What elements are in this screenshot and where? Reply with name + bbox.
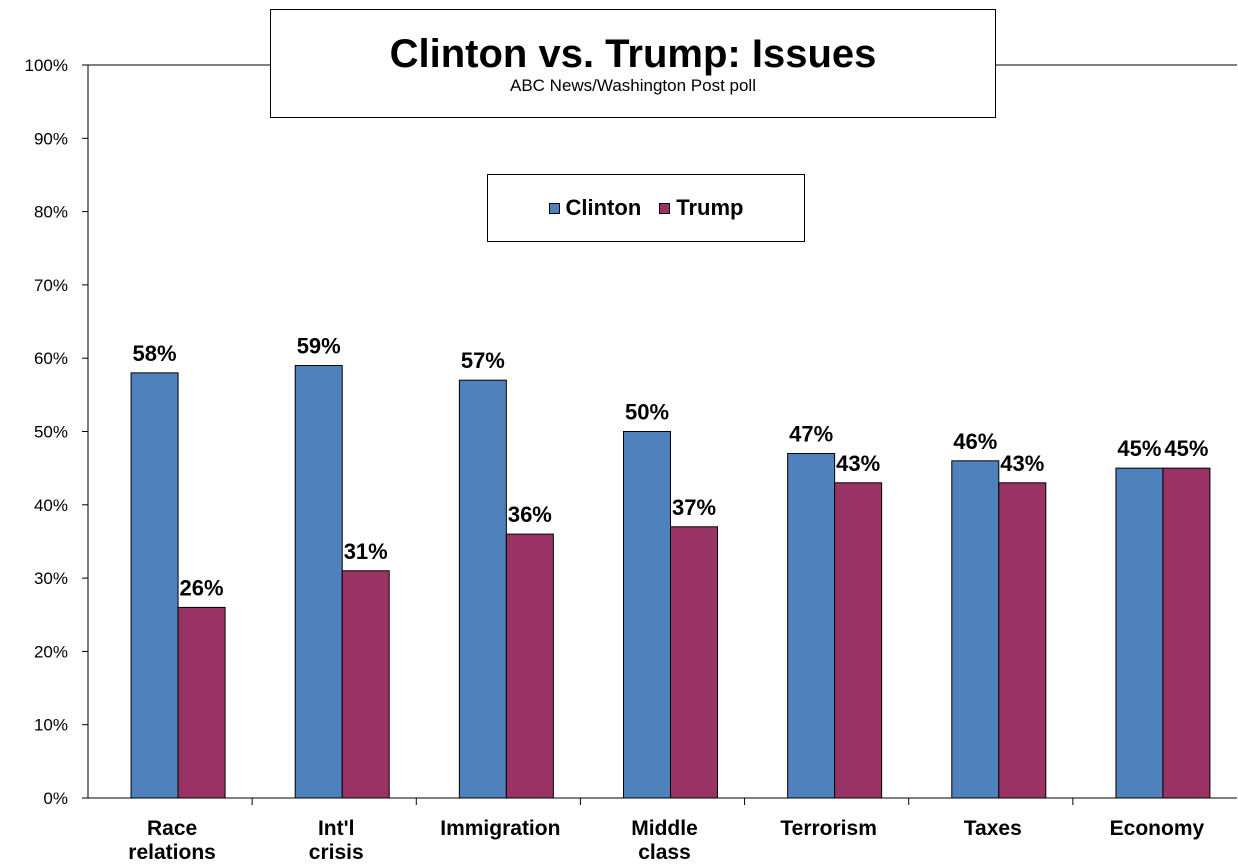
- y-tick-label: 70%: [34, 276, 68, 295]
- category-label: Immigration: [440, 817, 560, 840]
- data-label-trump: 31%: [344, 539, 388, 564]
- bar-trump: [998, 482, 1047, 799]
- y-tick-label: 60%: [34, 349, 68, 368]
- bar-clinton: [787, 452, 836, 799]
- bar-clinton: [458, 379, 507, 799]
- data-label-clinton: 59%: [297, 334, 341, 359]
- y-tick-label: 40%: [34, 496, 68, 515]
- bar-trump: [505, 533, 554, 799]
- chart-title: Clinton vs. Trump: Issues: [389, 32, 877, 76]
- bar-trump: [834, 482, 883, 799]
- y-tick-label: 100%: [25, 56, 68, 75]
- chart-title-box: Clinton vs. Trump: Issues ABC News/Washi…: [270, 9, 996, 118]
- data-label-trump: 45%: [1164, 436, 1208, 461]
- legend-label-clinton: Clinton: [565, 195, 642, 220]
- data-label-trump: 36%: [508, 502, 552, 527]
- y-tick-label: 80%: [34, 203, 68, 222]
- data-label-clinton: 47%: [789, 421, 833, 446]
- legend-swatch-trump: [659, 202, 671, 214]
- bar-clinton: [1115, 467, 1164, 799]
- y-tick-label: 10%: [34, 716, 68, 735]
- bar-trump: [341, 570, 390, 799]
- chart-subtitle: ABC News/Washington Post poll: [510, 76, 756, 95]
- bar-trump: [177, 606, 226, 799]
- legend-item-trump: Trump: [659, 195, 744, 221]
- bar-group: [130, 365, 1211, 799]
- y-tick-label: 30%: [34, 569, 68, 588]
- bar-trump: [1162, 467, 1211, 799]
- data-label-clinton: 57%: [461, 348, 505, 373]
- legend-label-trump: Trump: [676, 195, 744, 220]
- category-label: Taxes: [964, 817, 1022, 840]
- category-label: Terrorism: [780, 817, 876, 840]
- y-tick-label: 0%: [43, 789, 68, 808]
- category-label: Race: [147, 817, 197, 840]
- y-tick-label: 20%: [34, 642, 68, 661]
- bar-clinton: [130, 372, 179, 799]
- data-label-clinton: 58%: [133, 341, 177, 366]
- data-label-trump: 26%: [180, 575, 224, 600]
- data-label-trump: 43%: [836, 451, 880, 476]
- category-label: Economy: [1110, 817, 1205, 840]
- data-label-clinton: 50%: [625, 400, 669, 425]
- legend-swatch-clinton: [548, 202, 560, 214]
- bar-clinton: [951, 460, 1000, 799]
- category-label: Middle: [631, 817, 698, 840]
- bar-trump: [670, 526, 718, 799]
- data-label-clinton: 46%: [953, 429, 997, 454]
- bar-clinton: [294, 365, 343, 799]
- category-label: class: [638, 841, 691, 864]
- data-label-clinton: 45%: [1117, 436, 1161, 461]
- category-label: crisis: [309, 841, 364, 864]
- y-axis-ticks: 0% 10% 20% 30% 40% 50% 60% 70% 80% 90% 100%: [25, 56, 88, 808]
- data-label-trump: 37%: [672, 495, 716, 520]
- bar-clinton: [623, 431, 671, 799]
- data-labels: 58%26%59%31%57%36%50%37%47%43%46%43%45% 4…: [133, 334, 1209, 601]
- y-tick-label: 90%: [34, 129, 68, 148]
- category-label: Int'l: [318, 817, 354, 840]
- y-tick-label: 50%: [34, 423, 68, 442]
- category-label: relations: [128, 841, 216, 864]
- legend-item-clinton: Clinton: [548, 195, 642, 221]
- legend: Clinton Trump: [487, 174, 805, 242]
- data-label-trump: 43%: [1000, 451, 1044, 476]
